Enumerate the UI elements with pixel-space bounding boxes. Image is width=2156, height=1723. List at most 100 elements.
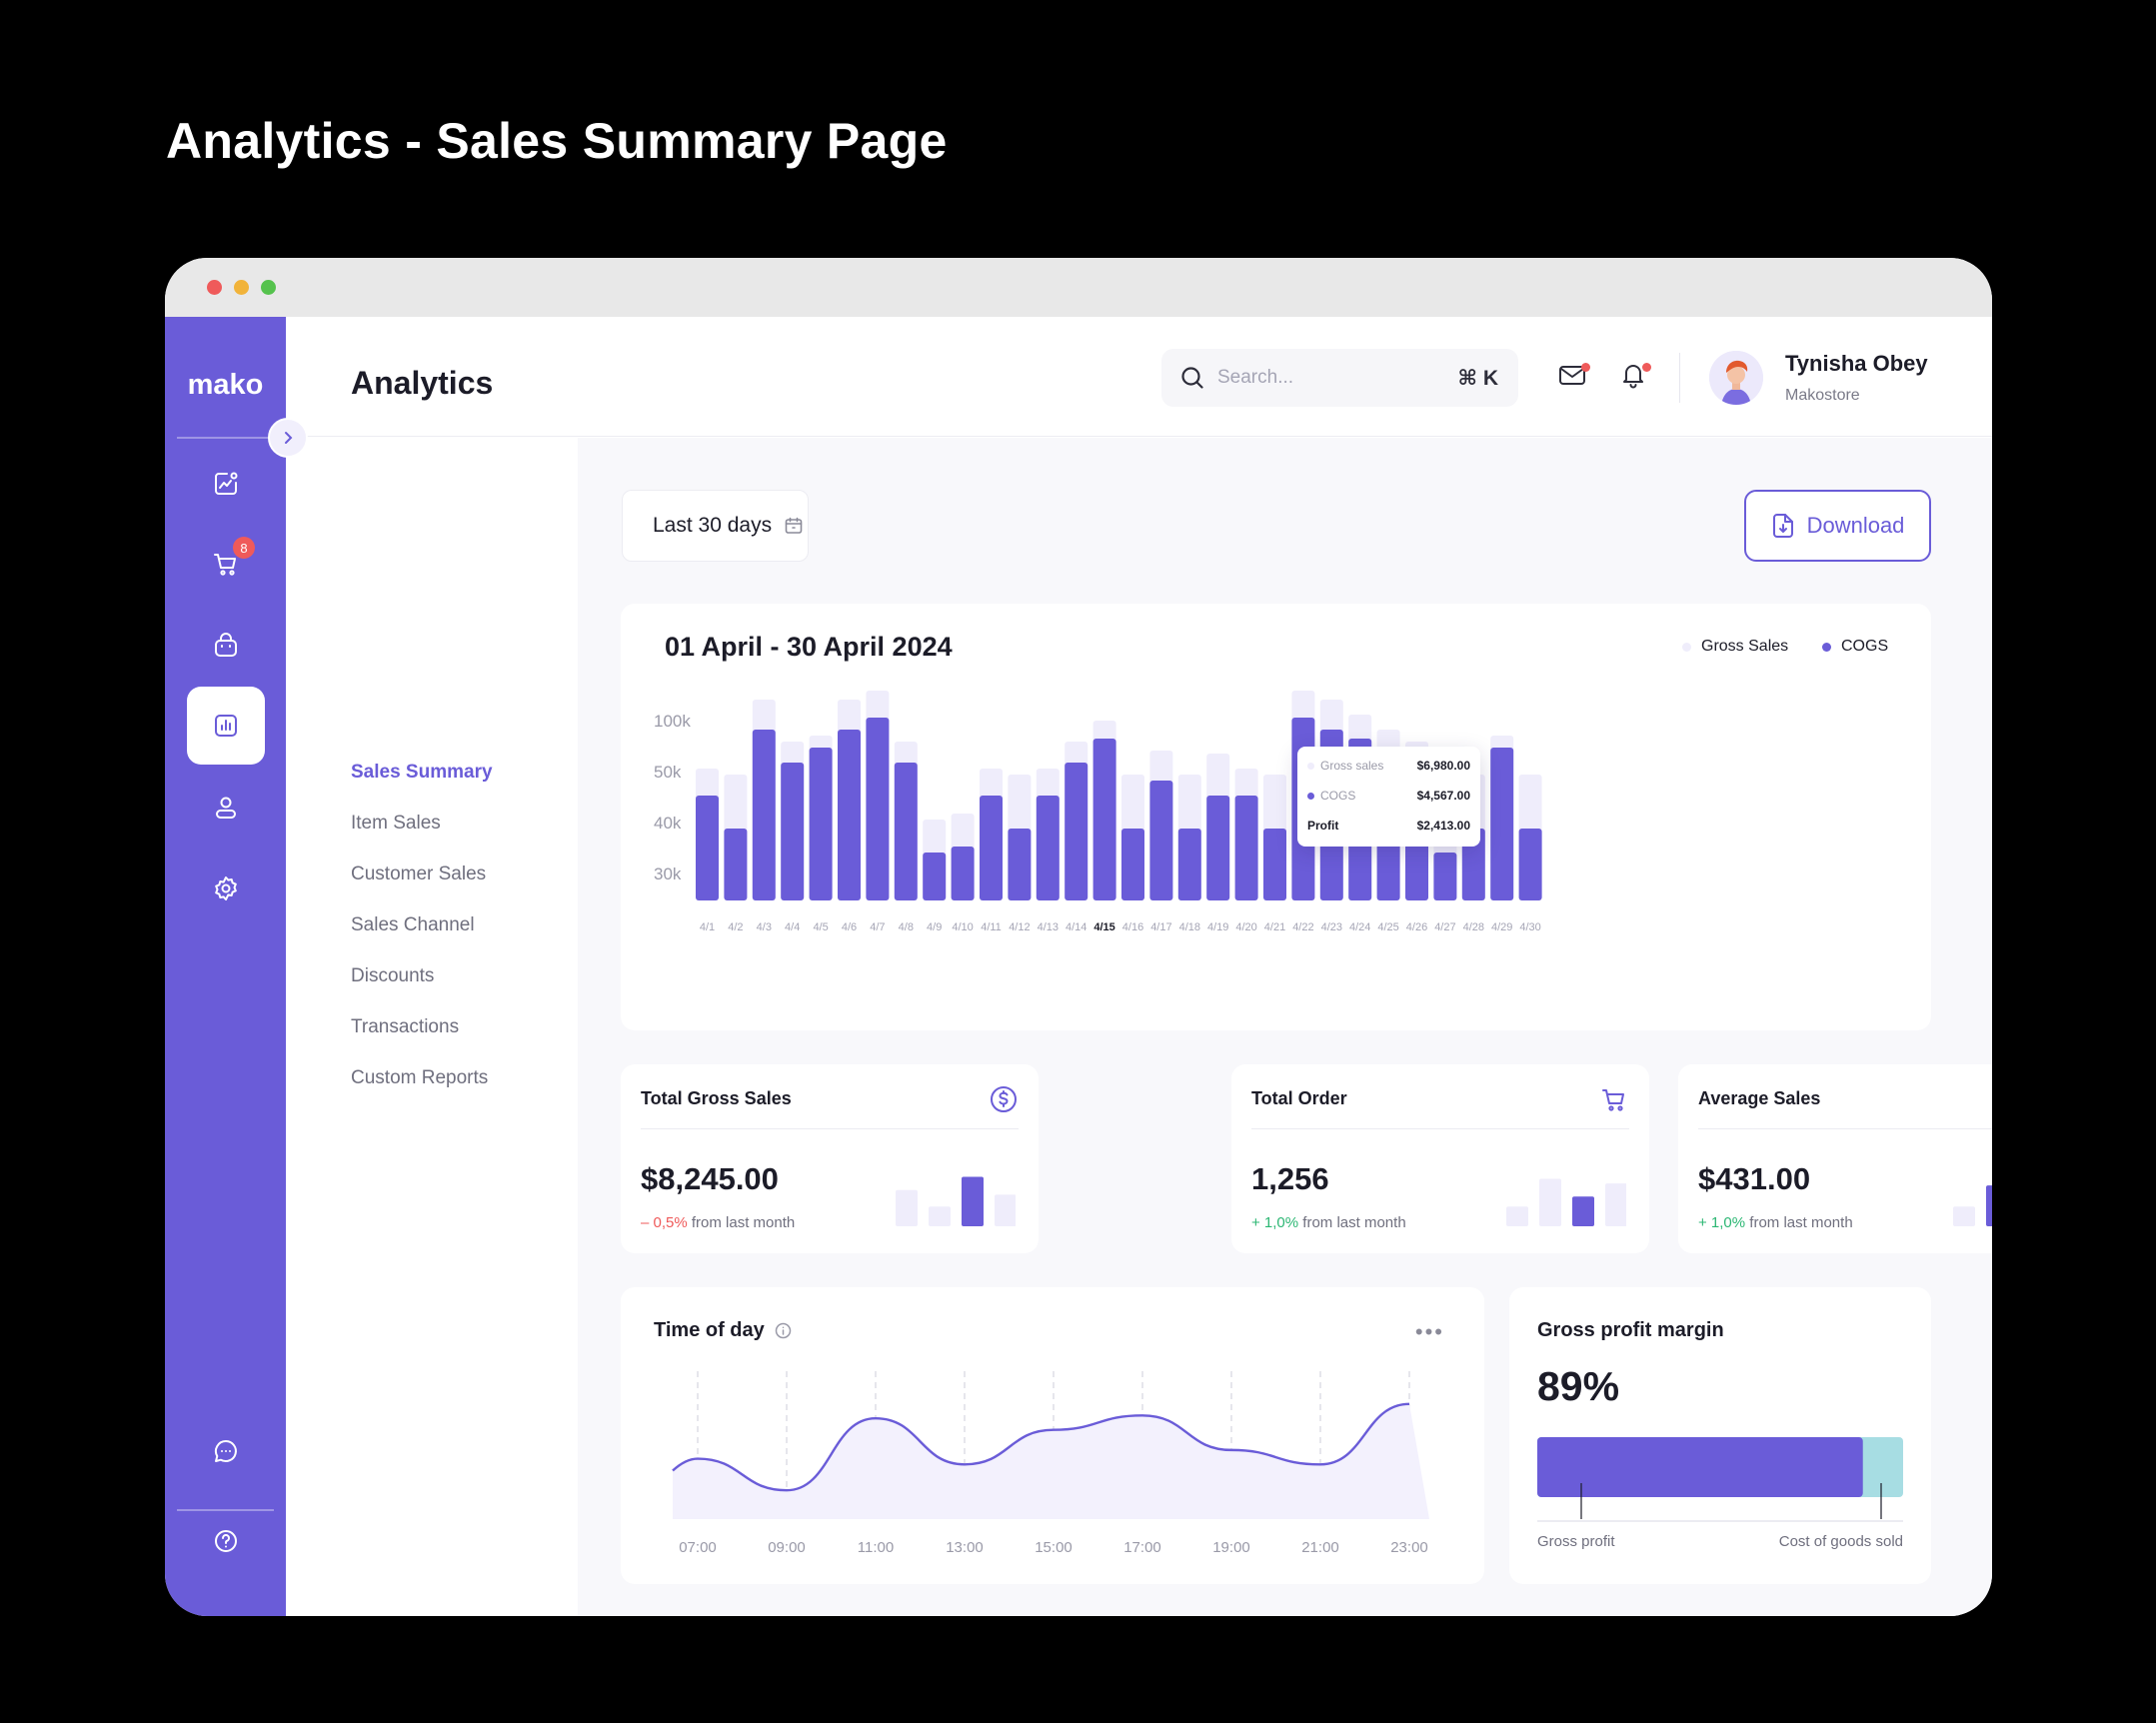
x-tick-label: 07:00 (679, 1539, 717, 1556)
analytics-subnav (286, 438, 578, 1616)
cogs-bar[interactable] (951, 847, 975, 900)
stat-value: $8,245.00 (641, 1161, 779, 1196)
x-tick-label: 4/5 (813, 921, 828, 933)
cogs-bar[interactable] (1092, 739, 1116, 900)
tooltip-profit-label: Profit (1307, 819, 1339, 833)
subnav-item-sales-summary[interactable]: Sales Summary (351, 762, 493, 783)
x-tick-label: 4/16 (1122, 921, 1143, 933)
subnav-item-custom-reports[interactable]: Custom Reports (351, 1067, 489, 1088)
chat-icon (214, 1439, 237, 1462)
cogs-bar[interactable] (781, 763, 805, 900)
window-titlebar (165, 258, 1992, 317)
cogs-bar[interactable] (1461, 829, 1485, 900)
cogs-bar[interactable] (724, 829, 748, 900)
maximize-window-button[interactable] (261, 280, 276, 295)
x-tick-label: 4/25 (1377, 921, 1398, 933)
more-options-button[interactable]: ••• (1414, 1319, 1444, 1344)
x-tick-label: 4/24 (1349, 921, 1370, 933)
stat-title: Average Sales (1698, 1088, 1821, 1108)
legend-gross-sales: Gross Sales (1682, 638, 1788, 656)
gross-profit-margin-bar (1537, 1437, 1903, 1522)
cogs-bar[interactable] (1036, 796, 1060, 900)
info-icon[interactable] (775, 1322, 792, 1339)
subnav-item-transactions[interactable]: Transactions (351, 1016, 460, 1037)
legend-cogs-dot (1822, 642, 1831, 652)
download-button[interactable]: Download (1744, 490, 1931, 562)
x-tick-label: 4/14 (1066, 921, 1086, 933)
sidebar-item-chat[interactable] (187, 1412, 265, 1490)
cogs-bar[interactable] (866, 718, 890, 900)
sidebar-item-help[interactable] (187, 1502, 265, 1580)
avatar[interactable] (1709, 351, 1763, 405)
date-range-label: Last 30 days (653, 514, 773, 537)
cogs-bar[interactable] (894, 763, 918, 900)
stat-divider (641, 1128, 1019, 1129)
y-tick-label: 30k (654, 864, 682, 883)
mail-icon (1559, 366, 1585, 385)
cogs-bar[interactable] (923, 853, 947, 900)
legend-cogs-label: COGS (1841, 638, 1889, 655)
messages-button[interactable] (1556, 359, 1592, 395)
notifications-button[interactable] (1617, 359, 1653, 395)
stat-change-percent: + 1,0% (1698, 1214, 1746, 1231)
cogs-bar[interactable] (1008, 829, 1032, 900)
sidebar-item-dashboard[interactable] (187, 445, 265, 523)
cogs-bar[interactable] (1433, 853, 1457, 900)
sidebar-item-products[interactable] (187, 607, 265, 685)
stat-change: + 1,0% from last month (1698, 1214, 1853, 1231)
avatar-illustration-icon (1709, 351, 1763, 405)
subnav-item-discounts[interactable]: Discounts (351, 965, 435, 986)
line-area (673, 1403, 1429, 1519)
cogs-bar[interactable] (1149, 781, 1173, 900)
subnav-item-customer-sales[interactable]: Customer Sales (351, 863, 487, 884)
subnav-item-sales-channel[interactable]: Sales Channel (351, 914, 475, 935)
cogs-bar[interactable] (1518, 829, 1542, 900)
stat-divider (1698, 1128, 1992, 1129)
search-input[interactable] (1217, 349, 1437, 407)
search-icon (1181, 367, 1203, 389)
cogs-bar[interactable] (809, 748, 833, 900)
sidebar-item-analytics[interactable] (187, 687, 265, 765)
x-tick-label: 4/7 (870, 921, 885, 933)
date-range-button[interactable]: Last 30 days (622, 490, 809, 562)
cogs-bar[interactable] (1177, 829, 1201, 900)
sidebar-bottom-divider (177, 1509, 274, 1511)
x-tick-label: 4/8 (899, 921, 914, 933)
sidebar-item-orders[interactable]: 8 (187, 525, 265, 603)
sidebar-item-customers[interactable] (187, 769, 265, 847)
cogs-bar[interactable] (1490, 748, 1514, 900)
cogs-bar[interactable] (1065, 763, 1088, 900)
calendar-icon (785, 517, 803, 534)
cogs-bar[interactable] (1263, 829, 1286, 900)
cogs-bar[interactable] (980, 796, 1003, 900)
mini-bar (962, 1176, 984, 1226)
cogs-bar[interactable] (1206, 796, 1230, 900)
cogs-bar[interactable] (696, 796, 719, 900)
cogs-bar[interactable] (752, 730, 776, 900)
cogs-bar[interactable] (1121, 829, 1144, 900)
x-tick-label: 4/19 (1207, 921, 1228, 933)
sidebar-collapse-button[interactable] (268, 418, 308, 458)
sidebar-item-settings[interactable] (187, 850, 265, 927)
cogs-bar[interactable] (1234, 796, 1258, 900)
dollar-icon (991, 1086, 1017, 1112)
cogs-bar[interactable] (838, 730, 861, 900)
time-of-day-card: Time of day ••• 07:00 09:00 11:00 13:00 15:0… (621, 1287, 1484, 1584)
close-window-button[interactable] (207, 280, 222, 295)
x-tick-label: 21:00 (1301, 1539, 1339, 1556)
tooltip-gross-label-wrap: Gross sales (1307, 759, 1383, 773)
subnav-item-item-sales[interactable]: Item Sales (351, 813, 441, 834)
minimize-window-button[interactable] (234, 280, 249, 295)
stat-change: + 1,0% from last month (1251, 1214, 1406, 1231)
user-name: Tynisha Obey (1785, 351, 1928, 376)
user-icon (216, 797, 236, 819)
stat-change-suffix: from last month (1302, 1214, 1406, 1231)
stat-mini-chart (1506, 1178, 1626, 1226)
stat-value: 1,256 (1251, 1161, 1329, 1196)
time-of-day-line (672, 1402, 1410, 1492)
sales-chart-card: 01 April - 30 April 2024 Gross Sales COG… (621, 604, 1931, 1030)
x-tick-label: 4/18 (1179, 921, 1200, 933)
analytics-icon (215, 715, 237, 737)
stat-value: $431.00 (1698, 1161, 1811, 1196)
search-box[interactable]: ⌘ K (1161, 349, 1518, 407)
